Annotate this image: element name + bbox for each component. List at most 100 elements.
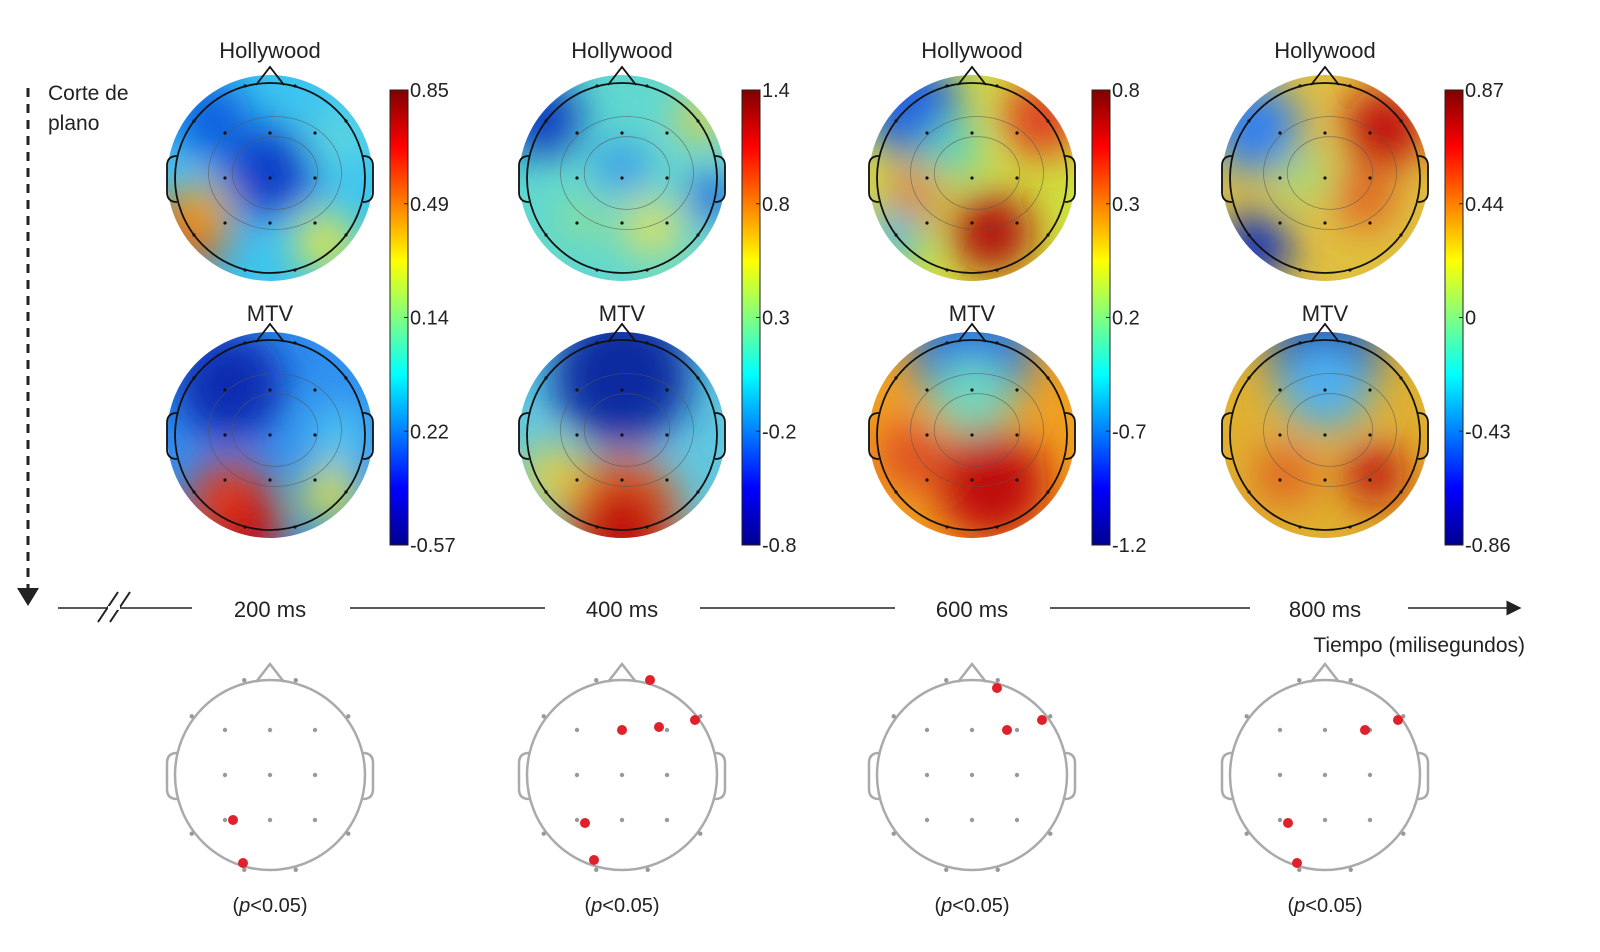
electrode bbox=[312, 817, 318, 823]
electrode bbox=[1247, 119, 1251, 123]
head-outline bbox=[525, 678, 719, 872]
nose bbox=[255, 65, 285, 86]
significance-part: <0.05) bbox=[1305, 895, 1362, 917]
contour bbox=[910, 373, 1044, 487]
nose bbox=[957, 65, 987, 86]
topomap-blob bbox=[170, 78, 250, 158]
electrode bbox=[1015, 478, 1019, 482]
topomap-blob bbox=[622, 198, 682, 258]
map-title: MTV bbox=[949, 301, 996, 326]
electrode bbox=[620, 176, 624, 180]
topomap bbox=[868, 322, 1076, 538]
electrode bbox=[645, 525, 649, 529]
electrode bbox=[267, 772, 273, 778]
electrode bbox=[575, 176, 579, 180]
significance-part: p bbox=[1293, 895, 1305, 917]
electrode bbox=[645, 84, 649, 88]
electrode bbox=[223, 433, 227, 437]
electrode bbox=[1015, 221, 1019, 225]
side-label: Corte de plano bbox=[48, 82, 134, 135]
electrode bbox=[268, 131, 272, 135]
colorbar-tick-label: 0.8 bbox=[1112, 80, 1140, 102]
electrode bbox=[619, 772, 625, 778]
head-outline bbox=[174, 82, 366, 274]
topomap bbox=[518, 65, 726, 281]
electrode bbox=[293, 84, 297, 88]
nose bbox=[255, 661, 285, 683]
contour bbox=[1286, 136, 1374, 210]
electrode bbox=[1277, 727, 1283, 733]
electrode bbox=[344, 490, 348, 494]
electrode bbox=[1048, 714, 1053, 719]
electrode bbox=[293, 678, 298, 683]
electrode bbox=[969, 817, 975, 823]
significance-part: p bbox=[238, 895, 250, 917]
contour bbox=[208, 116, 342, 230]
topomap-blob bbox=[1002, 78, 1075, 158]
significant-electrode bbox=[1360, 725, 1370, 735]
ear bbox=[867, 751, 880, 801]
electrode bbox=[1368, 433, 1372, 437]
electrode bbox=[544, 119, 548, 123]
electrode bbox=[1277, 772, 1283, 778]
ear bbox=[166, 155, 178, 203]
colorbar-tick-label: -0.57 bbox=[410, 535, 456, 557]
electrode bbox=[645, 268, 649, 272]
electrode bbox=[969, 727, 975, 733]
electrode bbox=[1348, 268, 1352, 272]
ear bbox=[1064, 412, 1076, 460]
head-outline bbox=[1228, 678, 1422, 872]
ear bbox=[714, 412, 726, 460]
contour bbox=[933, 393, 1021, 467]
electrode bbox=[1298, 268, 1302, 272]
vertical-arrow-head bbox=[17, 588, 39, 606]
significance-label: (p<0.05) bbox=[232, 895, 307, 917]
electrode bbox=[698, 831, 703, 836]
colorbar-tick-label: 0.8 bbox=[762, 194, 790, 216]
electrode bbox=[293, 268, 297, 272]
significant-electrode bbox=[228, 815, 238, 825]
electrode bbox=[891, 714, 896, 719]
electrode bbox=[619, 817, 625, 823]
electrode bbox=[664, 772, 670, 778]
electrode bbox=[1247, 490, 1251, 494]
significance-label: (p<0.05) bbox=[1287, 895, 1362, 917]
electrode bbox=[925, 478, 929, 482]
ear bbox=[1221, 412, 1233, 460]
electrode bbox=[1323, 478, 1327, 482]
electrode bbox=[313, 388, 317, 392]
electrode bbox=[313, 221, 317, 225]
electrode bbox=[575, 221, 579, 225]
ear bbox=[1417, 751, 1430, 801]
electrode bbox=[574, 727, 580, 733]
ear bbox=[1417, 412, 1429, 460]
topomap-blob bbox=[1335, 168, 1395, 228]
significance-head bbox=[867, 661, 1077, 872]
colorbar-tick-label: 0.44 bbox=[1465, 194, 1504, 216]
electrode bbox=[925, 131, 929, 135]
topomap-blob bbox=[1345, 445, 1405, 505]
topomap bbox=[166, 65, 374, 281]
head-outline bbox=[1229, 82, 1421, 274]
topomap-blobs bbox=[522, 332, 692, 538]
electrode bbox=[1298, 525, 1302, 529]
electrode bbox=[189, 831, 194, 836]
electrode bbox=[645, 867, 650, 872]
nose bbox=[957, 661, 987, 683]
electrode bbox=[696, 376, 700, 380]
electrode bbox=[575, 131, 579, 135]
electrode bbox=[696, 490, 700, 494]
electrode bbox=[293, 341, 297, 345]
electrode bbox=[313, 433, 317, 437]
colorbar-tick-label: -0.86 bbox=[1465, 535, 1511, 557]
topomap-blob bbox=[295, 213, 355, 273]
nose bbox=[255, 322, 285, 343]
topomap-blob bbox=[877, 420, 947, 490]
electrode bbox=[1244, 831, 1249, 836]
electrode bbox=[243, 341, 247, 345]
electrode bbox=[1015, 433, 1019, 437]
electrode bbox=[222, 817, 228, 823]
topomap-blobs bbox=[1255, 332, 1405, 505]
contour bbox=[933, 136, 1021, 210]
electrode bbox=[268, 478, 272, 482]
